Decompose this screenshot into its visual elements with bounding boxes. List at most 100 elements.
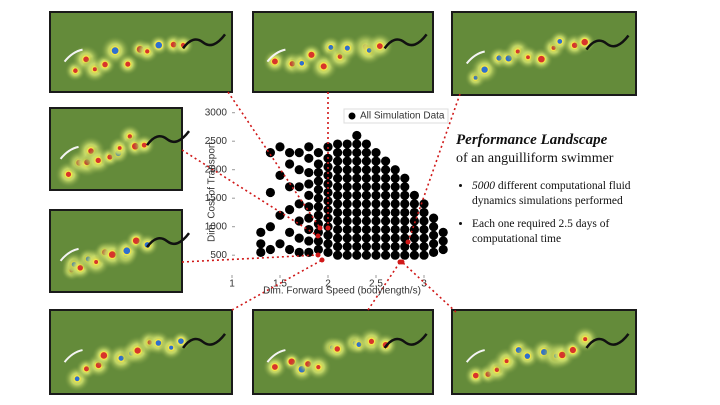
- swimmer: [585, 34, 630, 51]
- simulation-thumbnail: [49, 209, 191, 293]
- data-point: [275, 170, 285, 180]
- x-tick-label: 2.5: [369, 279, 383, 290]
- swimmer-start: [59, 247, 79, 262]
- data-point: [304, 224, 314, 235]
- data-point: [371, 156, 381, 166]
- data-point: [419, 250, 429, 260]
- data-point: [333, 250, 343, 260]
- data-point: [409, 216, 419, 226]
- data-point: [409, 242, 419, 252]
- data-point: [352, 250, 362, 260]
- bullet-text: Each one required 2.5 days of computatio…: [472, 218, 610, 245]
- bullet: Each one required 2.5 days of computatio…: [472, 217, 656, 247]
- data-point: [390, 165, 400, 175]
- data-point: [342, 139, 352, 149]
- data-point: [390, 190, 400, 200]
- data-point: [333, 199, 343, 209]
- data-point: [371, 190, 381, 200]
- data-point: [333, 207, 343, 218]
- data-point: [361, 139, 371, 149]
- data-point: [256, 239, 266, 249]
- data-point: [361, 216, 371, 226]
- data-point: [409, 199, 419, 209]
- data-point: [409, 250, 419, 260]
- data-point: [352, 242, 362, 252]
- data-point: [361, 250, 371, 260]
- data-point: [265, 244, 275, 255]
- y-tick-label: 500: [210, 250, 227, 261]
- data-point: [352, 173, 362, 183]
- data-point: [419, 233, 429, 243]
- data-point: [381, 190, 391, 200]
- data-point: [381, 242, 391, 252]
- vortex-core: [110, 46, 120, 56]
- swimmer: [146, 130, 191, 146]
- data-point: [333, 156, 343, 166]
- data-point: [381, 224, 391, 235]
- data-point: [419, 207, 429, 218]
- data-point: [304, 142, 314, 152]
- data-point: [333, 182, 343, 192]
- data-point: [265, 222, 275, 232]
- swimmer-start: [266, 48, 286, 63]
- data-point: [304, 213, 314, 223]
- data-point: [361, 156, 371, 166]
- data-point: [371, 182, 381, 192]
- data-point: [361, 173, 371, 183]
- connector-end: [315, 233, 321, 239]
- data-point: [275, 210, 285, 220]
- connector-end: [319, 257, 325, 263]
- data-point: [361, 224, 371, 235]
- data-point: [438, 227, 448, 237]
- swimmer-start: [266, 349, 286, 363]
- data-point: [313, 148, 323, 158]
- data-point: [313, 193, 323, 203]
- data-point: [438, 244, 448, 255]
- data-point: [371, 216, 381, 226]
- data-point: [429, 247, 439, 257]
- data-point: [342, 182, 352, 192]
- data-point: [400, 173, 410, 183]
- panel-title: Performance Landscape: [456, 132, 608, 148]
- connector: [401, 261, 457, 313]
- data-point: [294, 216, 304, 226]
- data-point: [304, 202, 314, 212]
- data-point: [390, 233, 400, 243]
- connector-end: [315, 252, 321, 258]
- data-point: [342, 207, 352, 218]
- data-point: [285, 227, 295, 237]
- data-point: [400, 242, 410, 252]
- data-point: [400, 207, 410, 218]
- data-point: [285, 159, 295, 169]
- data-point: [371, 148, 381, 158]
- swimmer: [383, 33, 428, 50]
- data-point: [371, 233, 381, 243]
- data-point: [323, 230, 333, 240]
- vortex-core: [176, 337, 185, 346]
- data-point: [390, 207, 400, 218]
- data-point: [361, 165, 371, 175]
- data-point: [381, 216, 391, 226]
- data-point: [333, 233, 343, 243]
- data-point: [342, 173, 352, 183]
- vortex-core: [333, 345, 342, 353]
- vortex-core: [367, 337, 376, 346]
- data-point: [371, 224, 381, 235]
- vortex-core: [92, 258, 100, 266]
- data-point: [361, 207, 371, 218]
- data-point: [333, 148, 343, 158]
- data-point: [342, 156, 352, 166]
- data-point: [304, 179, 314, 189]
- bullet-list: 5000 different computational fluid dynam…: [456, 179, 656, 247]
- data-point: [323, 162, 333, 172]
- simulation-thumbnail: [49, 309, 233, 395]
- data-point: [285, 205, 295, 215]
- y-tick-label: 2500: [205, 136, 228, 147]
- data-point: [429, 239, 439, 249]
- vortex-core: [580, 37, 590, 47]
- data-point: [285, 182, 295, 192]
- data-point: [323, 142, 333, 152]
- data-point: [352, 190, 362, 200]
- bullet: 5000 different computational fluid dynam…: [472, 179, 656, 209]
- connector: [231, 259, 323, 311]
